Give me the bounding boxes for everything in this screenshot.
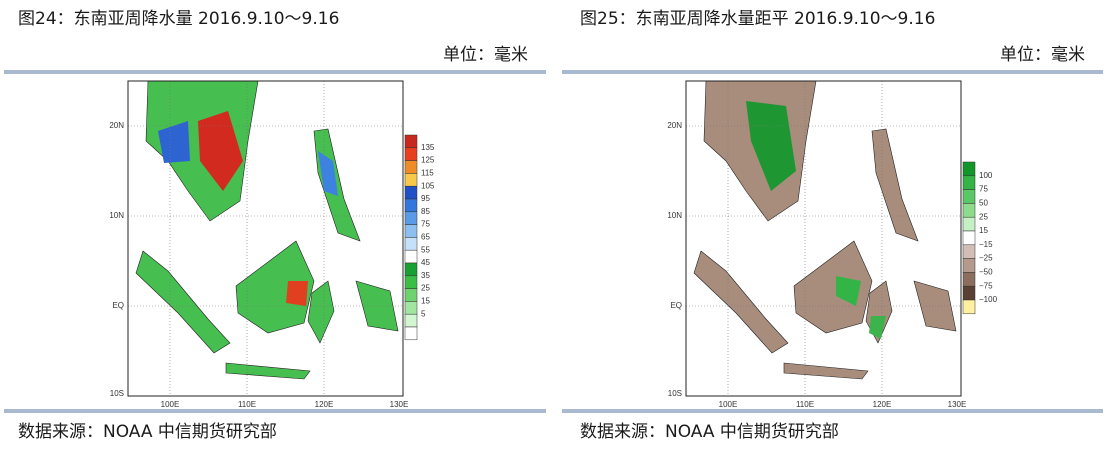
legend-label: 105 <box>421 181 435 190</box>
legend-label: 45 <box>421 258 430 267</box>
lon-label: 100E <box>719 400 738 409</box>
land <box>793 240 873 334</box>
legend-swatch <box>962 285 976 301</box>
legend-swatch <box>962 272 976 287</box>
rain-area <box>836 276 861 306</box>
legend-label: −25 <box>979 254 993 263</box>
legend-swatch <box>404 326 418 341</box>
rain-area <box>318 151 338 196</box>
legend-label: 135 <box>421 143 435 152</box>
legend-label: 125 <box>421 156 435 165</box>
legend-label: 115 <box>421 169 434 178</box>
rain-area <box>746 101 796 191</box>
map-frame <box>685 80 962 397</box>
legend-swatch <box>404 173 418 187</box>
legend-label: 15 <box>979 226 988 235</box>
land <box>307 280 335 344</box>
legend-swatch <box>962 161 976 177</box>
unit: 单位：毫米 <box>1000 45 1085 65</box>
panel: 图24：东南亚周降水量 2016.9.10～9.16 单位：毫米数据来源：NOAA… <box>4 9 546 442</box>
legend-label: 35 <box>421 271 430 280</box>
legend-label: 75 <box>421 220 430 229</box>
legend-label: −15 <box>979 240 993 249</box>
panel: 图25：东南亚周降水量距平 2016.9.10～9.16 单位：毫米数据来源：NO… <box>562 9 1103 442</box>
map <box>127 80 404 397</box>
legend-swatch <box>962 216 976 232</box>
legend-label: 85 <box>421 207 430 216</box>
lon-label: 130E <box>948 400 967 409</box>
land <box>693 250 789 354</box>
lat-label: EQ <box>112 301 124 310</box>
lat-label: 10S <box>668 389 682 398</box>
lat-label: EQ <box>670 301 682 310</box>
legend-label: 65 <box>421 233 430 242</box>
legend-swatch <box>404 185 418 200</box>
rule <box>562 70 1103 74</box>
legend-label: 95 <box>421 194 430 203</box>
lon-label: 100E <box>161 400 180 409</box>
legend-label: 100 <box>979 171 993 180</box>
lat-label: 10N <box>667 211 682 220</box>
rain-area <box>286 281 308 306</box>
legend-swatch <box>404 134 418 149</box>
lon-label: 120E <box>315 400 334 409</box>
land <box>135 250 231 354</box>
legend-swatch <box>404 249 418 264</box>
legend-label: 5 <box>421 309 426 318</box>
legend-label: −75 <box>979 281 993 290</box>
lat-label: 20N <box>109 121 124 130</box>
legend-swatch <box>962 203 976 218</box>
legend-swatch <box>404 313 418 328</box>
lon-label: 130E <box>390 400 409 409</box>
legend-swatch <box>962 230 976 246</box>
legend-label: 15 <box>421 297 430 306</box>
legend-swatch <box>404 262 418 277</box>
legend-swatch <box>404 198 418 213</box>
legend-swatch <box>962 258 976 273</box>
legend-swatch <box>404 288 418 302</box>
map <box>685 80 962 397</box>
legend-swatch <box>404 160 418 174</box>
legend-swatch <box>962 175 976 190</box>
legend-swatch <box>404 301 418 315</box>
land <box>235 240 315 334</box>
legend-label: 25 <box>421 284 430 293</box>
rule <box>562 409 1103 413</box>
figure-title: 图24：东南亚周降水量 2016.9.10～9.16 <box>18 9 339 29</box>
land <box>871 128 919 242</box>
figure-title: 图25：东南亚周降水量距平 2016.9.10～9.16 <box>580 9 935 29</box>
source: 数据来源：NOAA 中信期货研究部 <box>18 422 277 442</box>
legend-swatch <box>404 224 418 238</box>
rain-area <box>198 111 243 191</box>
legend-swatch <box>404 147 418 161</box>
lat-label: 20N <box>667 121 682 130</box>
lon-label: 110E <box>238 400 256 409</box>
lat-label: 10N <box>109 211 124 220</box>
legend-swatch <box>962 189 976 204</box>
source: 数据来源：NOAA 中信期货研究部 <box>580 422 839 442</box>
legend-label: −50 <box>979 268 993 277</box>
rule <box>4 409 546 413</box>
legend-swatch <box>404 211 418 225</box>
lat-label: 10S <box>110 389 124 398</box>
legend-label: 25 <box>979 212 988 221</box>
unit: 单位：毫米 <box>443 45 528 65</box>
map-frame <box>127 80 404 397</box>
rain-area <box>158 121 190 163</box>
legend-label: −100 <box>979 295 998 304</box>
lon-label: 120E <box>873 400 892 409</box>
lon-label: 110E <box>796 400 814 409</box>
rule <box>4 70 546 74</box>
legend-swatch <box>962 299 976 315</box>
legend-swatch <box>404 275 418 289</box>
legend-label: 50 <box>979 199 988 208</box>
legend-label: 75 <box>979 185 988 194</box>
legend-label: 55 <box>421 245 430 254</box>
legend-swatch <box>404 237 418 251</box>
legend-swatch <box>962 244 976 259</box>
